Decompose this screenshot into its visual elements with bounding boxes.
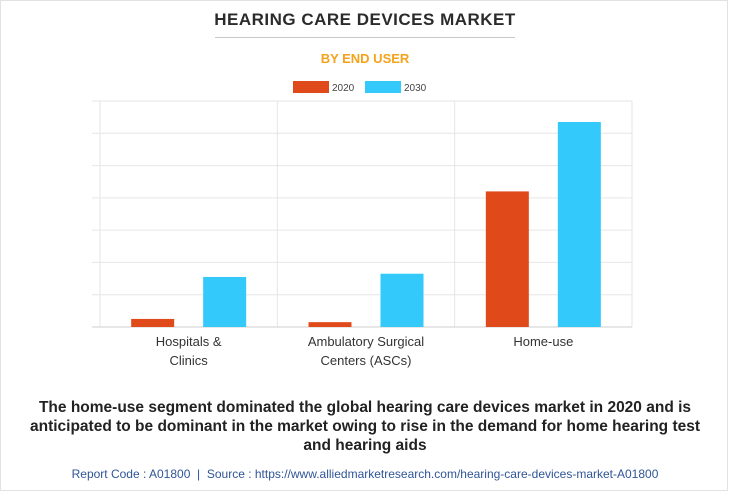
category-label: Hospitals & [156, 334, 222, 349]
report-code: Report Code : A01800 [71, 467, 191, 481]
category-label: Clinics [170, 353, 209, 368]
source-link[interactable]: Source : https://www.alliedmarketresearc… [206, 467, 659, 481]
legend-swatch-2030 [365, 81, 401, 93]
bar-2020-2 [485, 191, 529, 327]
category-label: Home-use [513, 334, 573, 349]
chart-subtitle: BY END USER [320, 51, 410, 66]
legend-label-2030: 2030 [404, 83, 427, 94]
chart-title: HEARING CARE DEVICES MARKET [214, 10, 516, 29]
category-label: Ambulatory Surgical [308, 334, 424, 349]
chart-caption: The home-use segment dominated the globa… [29, 399, 701, 454]
legend-swatch-2020 [293, 81, 329, 93]
report-footer: Report Code : A01800 | Source : https://… [0, 467, 730, 481]
bar-2030-1 [380, 273, 424, 327]
bar-chart: Hospitals & Clinics Ambulatory Surgical Cen… [92, 81, 633, 368]
category-label: Centers (ASCs) [320, 353, 411, 368]
bar-2020-1 [308, 322, 352, 327]
footer-separator: | [197, 467, 201, 481]
bar-2030-0 [203, 276, 247, 327]
title-divider [215, 37, 515, 38]
bar-2030-2 [557, 121, 601, 327]
bar-2020-0 [131, 318, 175, 327]
legend-label-2020: 2020 [332, 83, 355, 94]
